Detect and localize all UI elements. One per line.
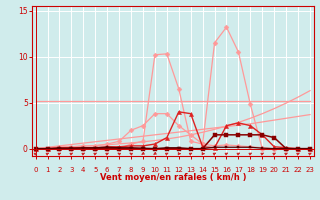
X-axis label: Vent moyen/en rafales ( km/h ): Vent moyen/en rafales ( km/h ) xyxy=(100,173,246,182)
